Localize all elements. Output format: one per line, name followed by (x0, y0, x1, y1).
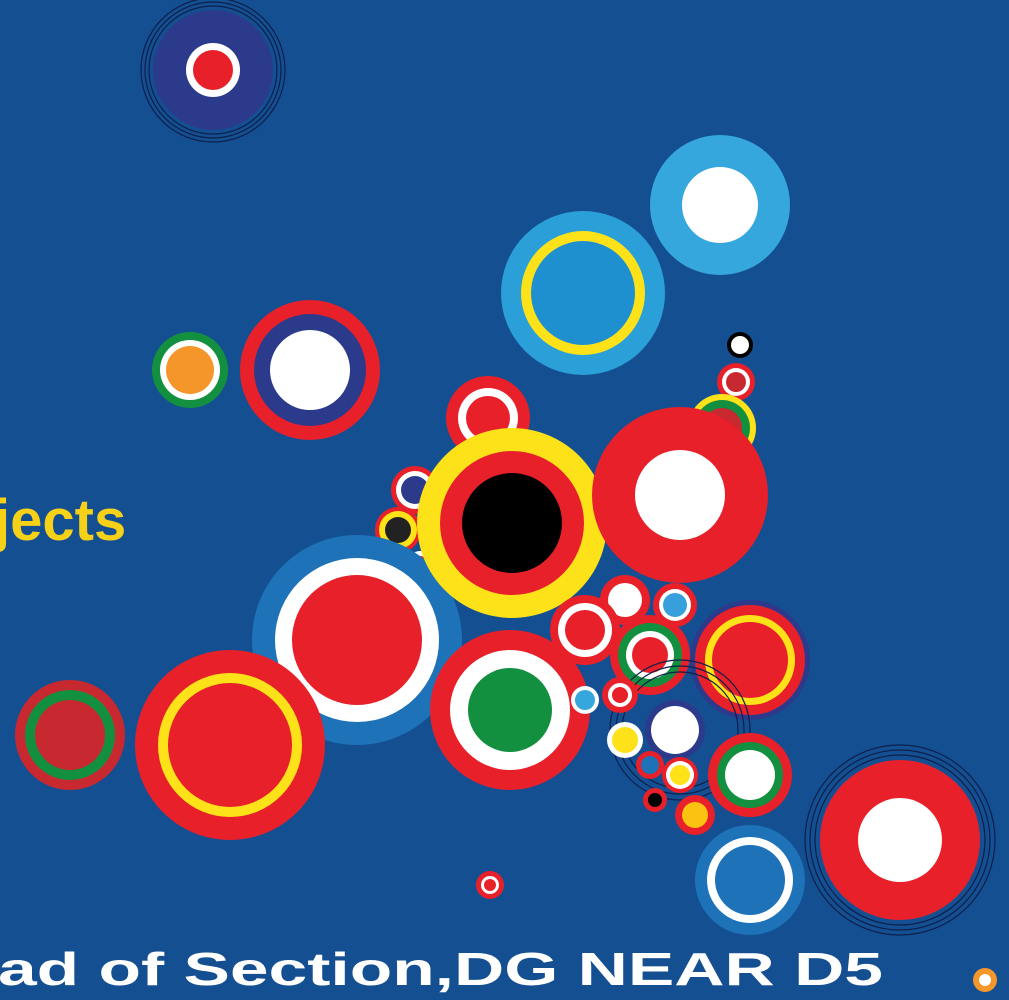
decor-circle (35, 700, 105, 770)
decor-circle (641, 756, 659, 774)
decor-circle (648, 793, 662, 807)
decor-circle (979, 974, 991, 986)
decor-circle (168, 683, 292, 807)
slide: jects ad of Section,DG NEAR D5 (0, 0, 1009, 1000)
subtitle: ad of Section,DG NEAR D5 (0, 943, 883, 995)
decor-circle (635, 450, 725, 540)
decor-circle (484, 879, 496, 891)
decor-circle (612, 687, 628, 703)
decor-circle (670, 765, 690, 785)
title: jects (0, 488, 126, 553)
page: jects ad of Section,DG NEAR D5 (() => { … (0, 0, 1009, 1000)
decor-circle (726, 372, 746, 392)
decor-circle (632, 637, 668, 673)
decor-circle (462, 473, 562, 573)
decor-circle (651, 706, 699, 754)
decor-circle (858, 798, 942, 882)
decor-circle (166, 346, 214, 394)
decor-circle (292, 575, 422, 705)
decor-circle (712, 622, 788, 698)
decor-circle (663, 593, 687, 617)
decor-circle (731, 336, 749, 354)
decor-circle (612, 727, 638, 753)
decor-circle (682, 167, 758, 243)
decor-circle (682, 802, 708, 828)
decor-circle (270, 330, 350, 410)
decor-circle (575, 690, 595, 710)
decor-circle (725, 750, 775, 800)
decor-circle (715, 845, 785, 915)
decor-circle (385, 517, 411, 543)
decor-circle (565, 610, 605, 650)
decor-circle (531, 241, 635, 345)
decor-circle (468, 668, 552, 752)
decor-circle (193, 50, 233, 90)
